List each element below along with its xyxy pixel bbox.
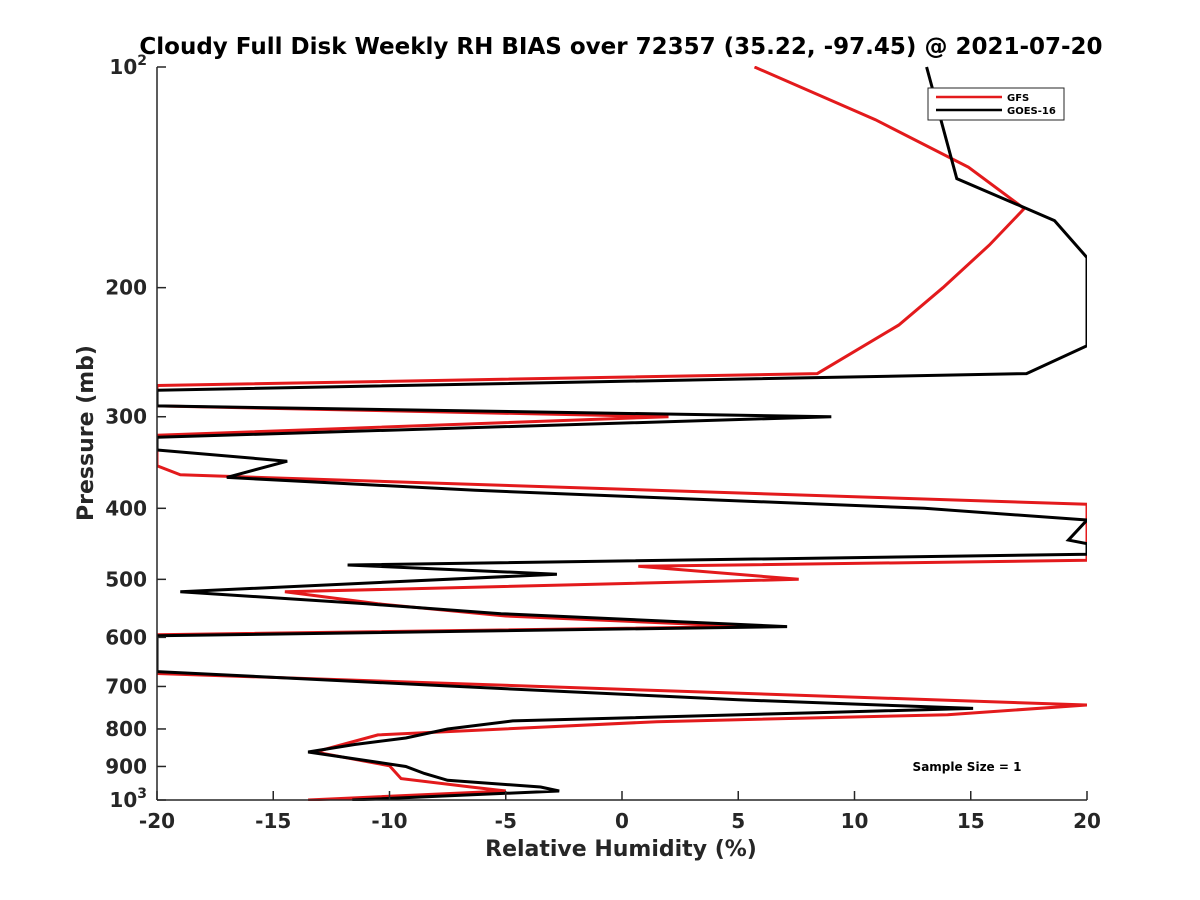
x-tick-label: -20 xyxy=(139,809,175,833)
x-axis-label: Relative Humidity (%) xyxy=(485,837,757,862)
y-tick-label: 200 xyxy=(105,276,147,300)
series-layer xyxy=(157,66,1087,801)
y-tick-label: 102 xyxy=(109,53,147,79)
legend-gfs-label: GFS xyxy=(1007,93,1029,104)
y-axis-label: Pressure (mb) xyxy=(74,345,99,521)
x-tick-label: -10 xyxy=(371,809,407,833)
sample-size-annotation: Sample Size = 1 xyxy=(913,760,1022,774)
legend-goes16-label: GOES-16 xyxy=(1007,106,1056,117)
x-tick-label: 20 xyxy=(1073,809,1101,833)
plot-area: -20 -15 -10 -5 0 5 10 15 20 10220030040050060070… xyxy=(105,53,1101,833)
y-tick-label: 400 xyxy=(105,496,147,520)
x-tick-label: -5 xyxy=(495,809,517,833)
x-tick-label: 0 xyxy=(615,809,629,833)
x-tick-label: 15 xyxy=(957,809,985,833)
x-tick-label: 5 xyxy=(731,809,745,833)
x-tick-label: -15 xyxy=(255,809,291,833)
y-tick-label: 800 xyxy=(105,717,147,741)
y-tick-base: 10 xyxy=(109,788,137,812)
legend: GFS GOES-16 xyxy=(927,87,1065,121)
legend-box xyxy=(927,87,1065,121)
y-tick-label: 700 xyxy=(105,674,147,698)
y-tick-base: 10 xyxy=(109,55,137,79)
y-tick-label: 600 xyxy=(105,625,147,649)
x-ticks: -20 -15 -10 -5 0 5 10 15 20 xyxy=(139,791,1101,833)
y-tick-exponent: 2 xyxy=(137,53,147,69)
y-tick-label: 103 xyxy=(109,786,147,812)
chart-title: Cloudy Full Disk Weekly RH BIAS over 723… xyxy=(139,34,1102,60)
y-tick-label: 300 xyxy=(105,405,147,429)
series-line-goes16 xyxy=(157,66,1087,801)
x-tick-label: 10 xyxy=(841,809,869,833)
y-tick-exponent: 3 xyxy=(137,786,147,802)
y-tick-label: 900 xyxy=(105,754,147,778)
y-tick-label: 500 xyxy=(105,567,147,591)
